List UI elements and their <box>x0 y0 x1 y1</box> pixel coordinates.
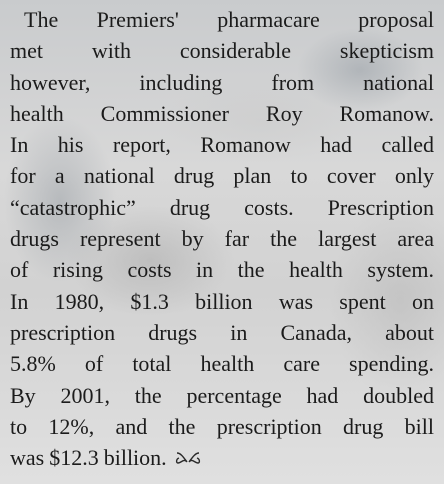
line-text: 5.8% of total health care spending. <box>10 351 434 376</box>
text-line: In 1980, $1.3 billion was spent on <box>10 286 434 317</box>
text-line: 5.8% of total health care spending. <box>10 348 434 379</box>
line-text: The Premiers' pharmacare proposal <box>24 7 434 32</box>
line-text: met with considerable skepticism <box>10 38 434 63</box>
text-line: drugs represent by far the largest area <box>10 223 434 254</box>
end-ornament <box>175 450 201 466</box>
line-text: health Commissioner Roy Romanow. <box>10 101 434 126</box>
text-line: of rising costs in the health system. <box>10 254 434 285</box>
line-text: drugs represent by far the largest area <box>10 226 434 251</box>
text-line: “catastrophic” drug costs. Prescription <box>10 192 434 223</box>
line-text: In his report, Romanow had called <box>10 132 434 157</box>
line-text: was $12.3 billion. <box>10 442 167 473</box>
text-line: for a national drug plan to cover only <box>10 160 434 191</box>
text-line: prescription drugs in Canada, about <box>10 317 434 348</box>
text-line: to 12%, and the prescription drug bill <box>10 411 434 442</box>
text-line: however, including from national <box>10 67 434 98</box>
line-text: of rising costs in the health system. <box>10 257 434 282</box>
text-line: In his report, Romanow had called <box>10 129 434 160</box>
text-line: was $12.3 billion. <box>10 442 434 473</box>
ornament-shape <box>176 453 199 463</box>
line-text: to 12%, and the prescription drug bill <box>10 414 434 439</box>
text-line: health Commissioner Roy Romanow. <box>10 98 434 129</box>
page: The Premiers' pharmacare proposal met wit… <box>0 0 444 484</box>
text-line: By 2001, the percentage had doubled <box>10 380 434 411</box>
line-text: prescription drugs in Canada, about <box>10 320 434 345</box>
line-text: however, including from national <box>10 70 434 95</box>
paragraph: The Premiers' pharmacare proposal met wit… <box>10 4 434 473</box>
line-text: for a national drug plan to cover only <box>10 163 434 188</box>
line-text: By 2001, the percentage had doubled <box>10 383 434 408</box>
text-line: met with considerable skepticism <box>10 35 434 66</box>
line-text: “catastrophic” drug costs. Prescription <box>10 195 434 220</box>
line-text: In 1980, $1.3 billion was spent on <box>10 289 434 314</box>
text-line: The Premiers' pharmacare proposal <box>10 4 434 35</box>
